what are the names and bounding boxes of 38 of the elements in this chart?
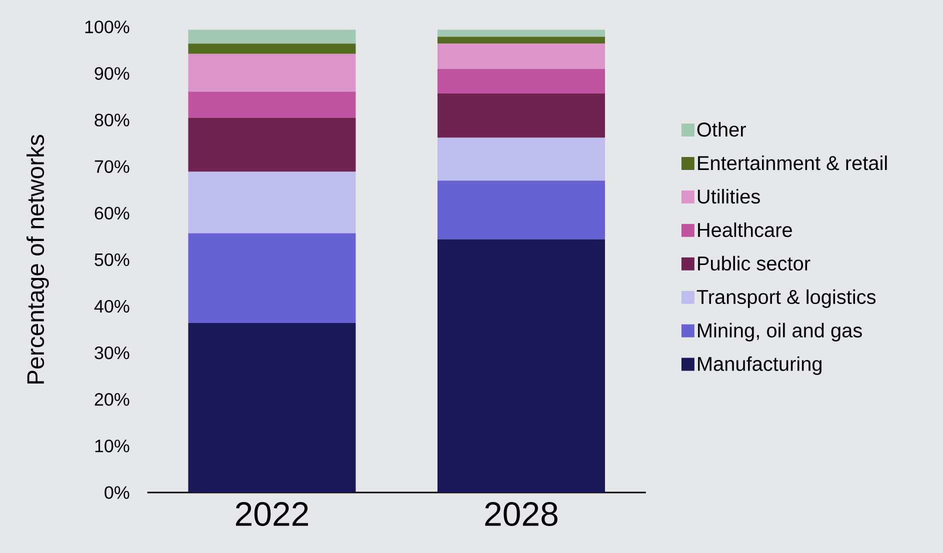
- legend-label: Manufacturing: [698, 356, 822, 375]
- bar: [188, 172, 356, 234]
- y-tick-label: 60%: [94, 206, 130, 220]
- legend-label: Utilities: [698, 188, 760, 204]
- bar: [188, 54, 356, 92]
- bar: [437, 93, 605, 138]
- y-tick-label: 40%: [94, 300, 130, 312]
- bar: [437, 30, 605, 37]
- bar: [188, 233, 356, 323]
- bar: [188, 91, 356, 118]
- y-tick-label: 50%: [94, 253, 130, 266]
- bar: [437, 44, 605, 69]
- legend-label: Transport & logistics: [696, 289, 876, 308]
- y-tick-label: 0%: [104, 486, 130, 499]
- y-axis-title: Percentage of networks: [26, 134, 49, 384]
- bar: [188, 30, 356, 44]
- bar: [437, 180, 605, 240]
- y-tick-label: 100%: [85, 20, 130, 34]
- x-tick-label: 2022: [236, 502, 308, 526]
- bar: [437, 138, 605, 180]
- bar: [437, 239, 605, 492]
- legend-label: Healthcare: [698, 222, 792, 237]
- y-tick-label: 80%: [94, 114, 130, 126]
- x-tick-label: 2028: [485, 502, 558, 526]
- y-tick-label: 10%: [95, 439, 130, 452]
- bar: [437, 36, 605, 44]
- legend-label: Mining, oil and gas: [698, 322, 862, 342]
- legend-label: Public sector: [698, 256, 810, 270]
- y-tick-label: 30%: [94, 346, 130, 360]
- legend-label: Other: [697, 122, 746, 137]
- legend-label: Entertainment & retail: [698, 155, 887, 170]
- bar: [188, 44, 356, 54]
- bar: [188, 118, 356, 172]
- bar: [437, 68, 605, 94]
- y-tick-label: 20%: [94, 392, 130, 406]
- y-tick-label: 70%: [94, 160, 130, 173]
- bar: [188, 322, 356, 492]
- y-tick-label: 90%: [94, 66, 130, 80]
